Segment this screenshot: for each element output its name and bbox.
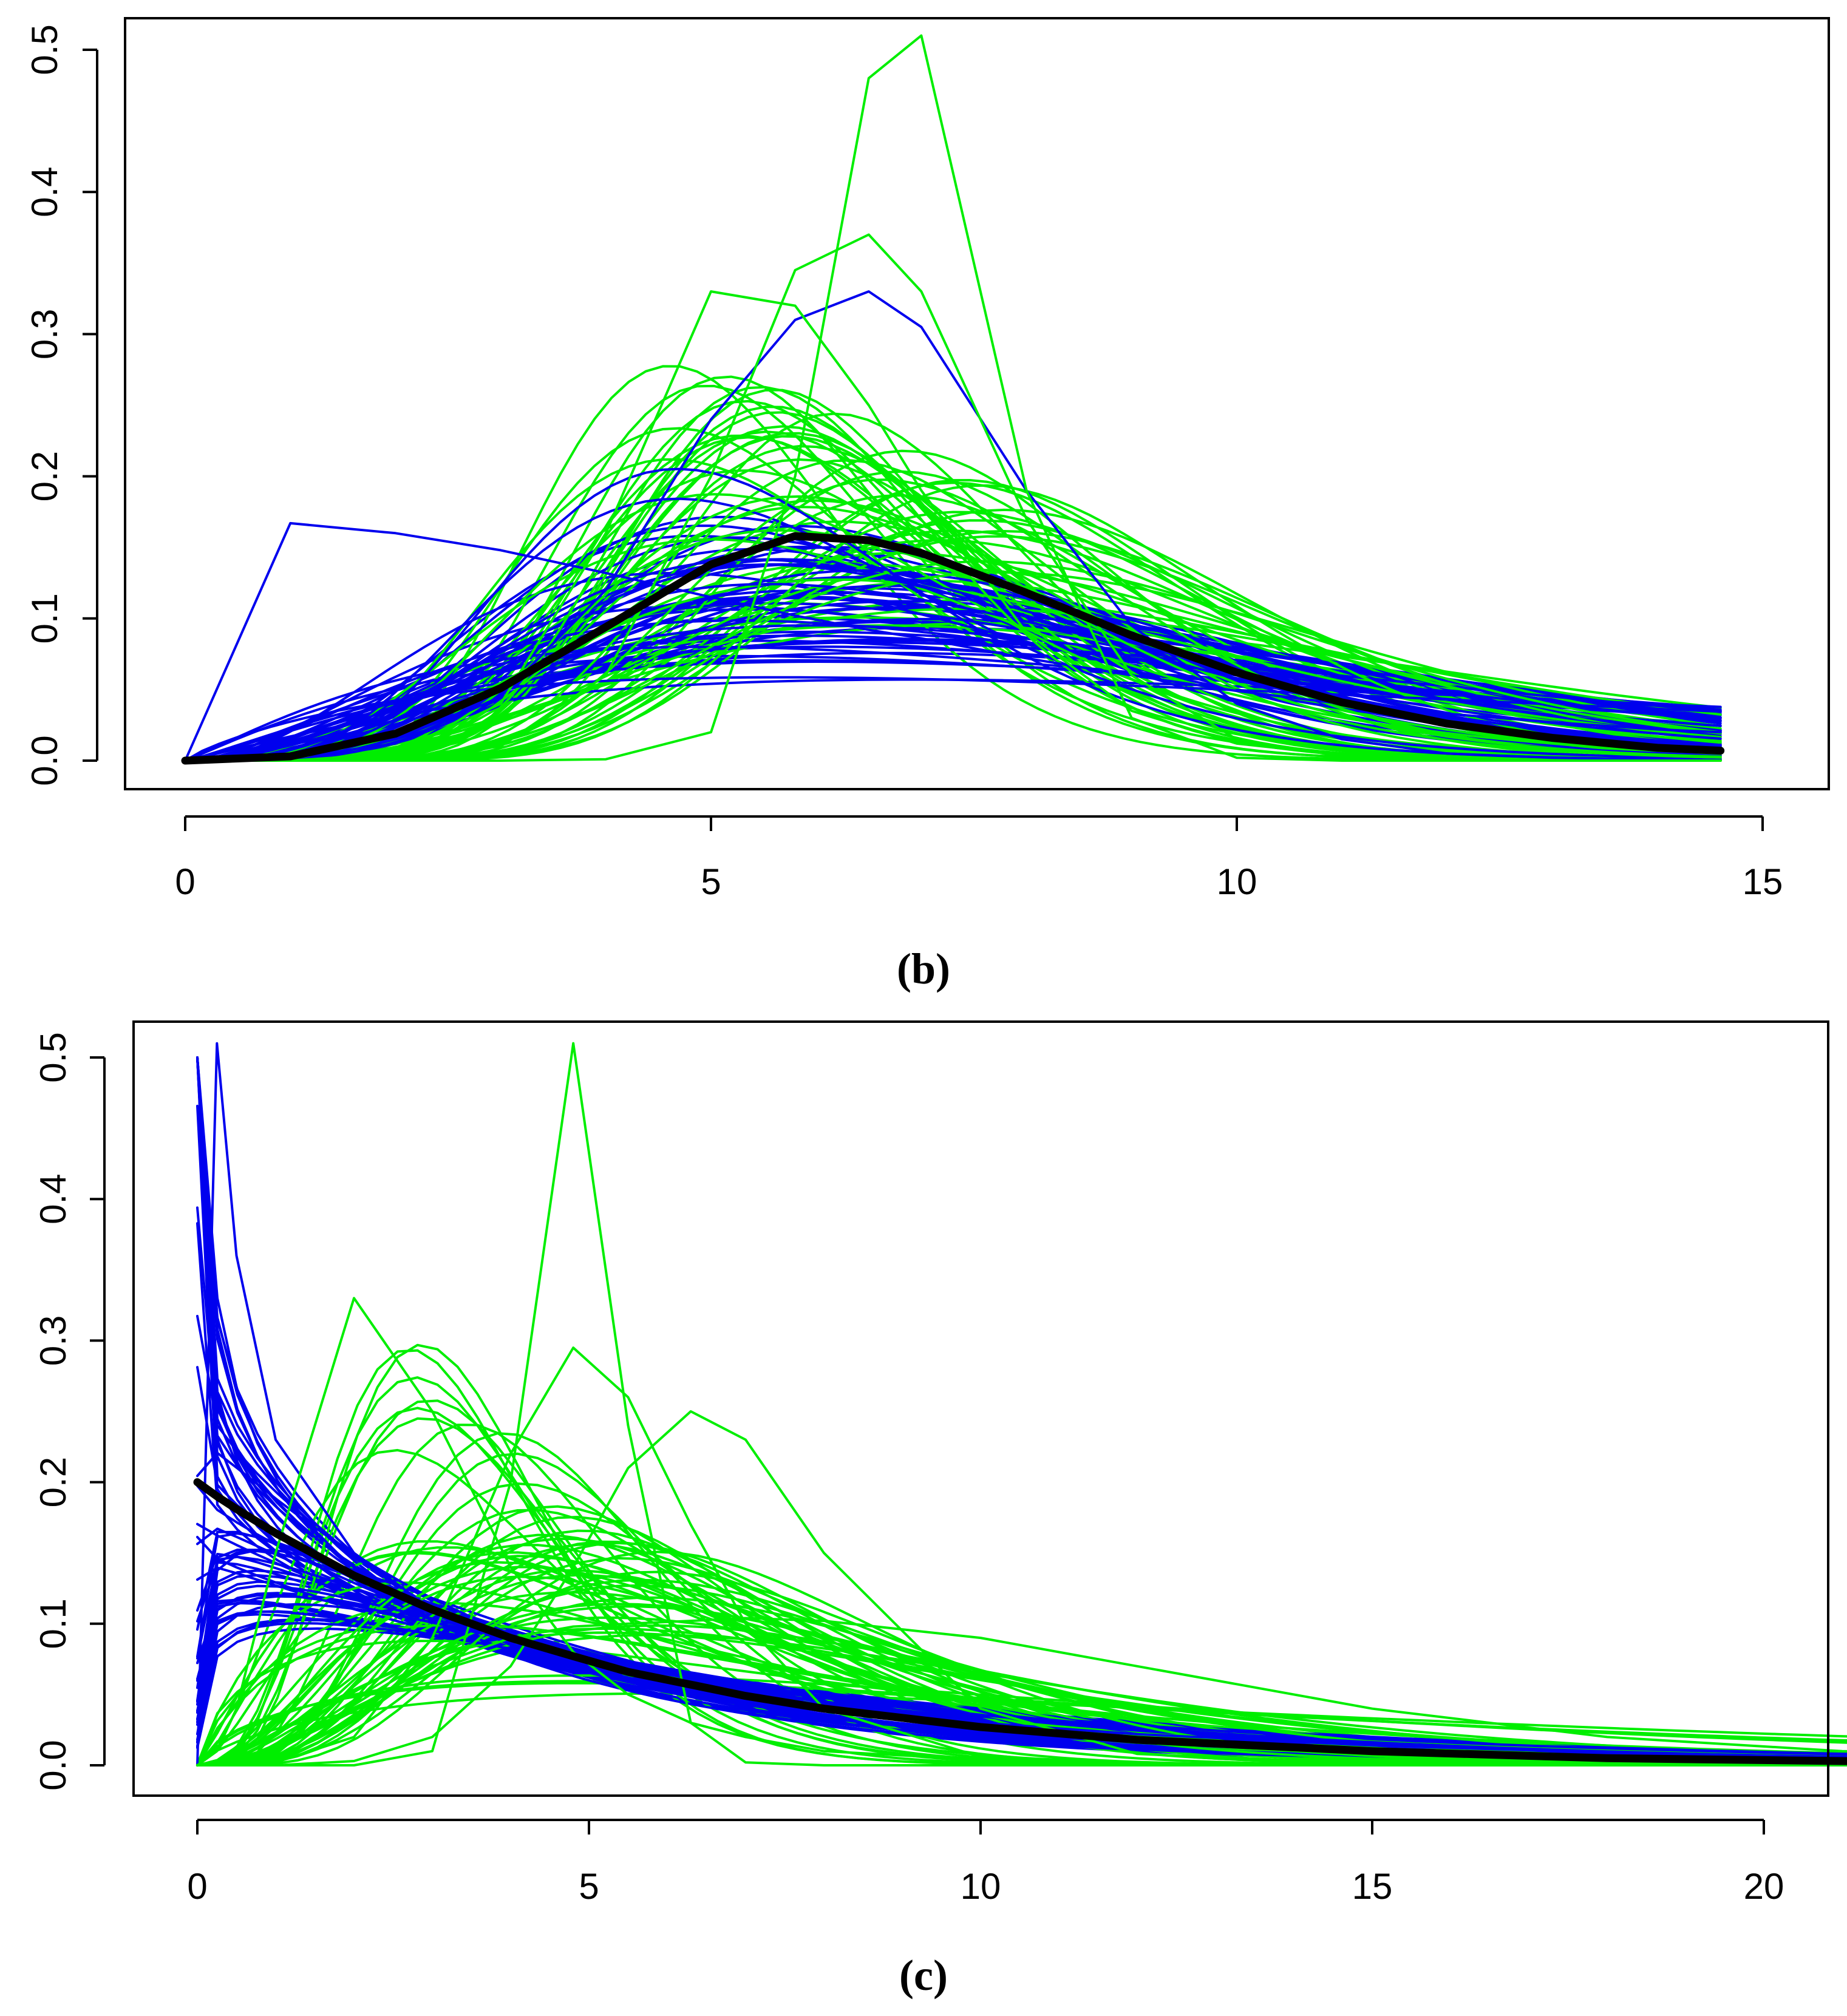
panel-c-series-line-1 [196, 1042, 1847, 1767]
panel-b-x-axis: 0 5 10 15 [175, 815, 1783, 902]
panel-b-y-tick-label: 0.4 [24, 166, 65, 217]
panel-b-y-axis: 0.0 0.1 0.2 0.3 0.4 0.5 [24, 24, 98, 786]
panel-c-estimate-curve [196, 1056, 1847, 1765]
panel-b-estimate-curve [184, 499, 1722, 762]
panel-c-series-line-3 [196, 1297, 1847, 1767]
panel-b-series-line-5 [184, 290, 1722, 762]
panel-c-estimate-curve [196, 1056, 1847, 1763]
panel-b-y-tick-label: 0.5 [24, 24, 65, 75]
panel-c-estimate-curve [196, 1056, 1847, 1764]
panel-b-series [184, 34, 1722, 762]
panel-b-caption: (b) [897, 945, 950, 993]
panel-b-estimate-curve [184, 497, 1722, 762]
panel-c-true-density-line [193, 1478, 1847, 1765]
panel-b-x-tick-label: 5 [701, 861, 721, 902]
panel-b-series-line-1 [184, 521, 1722, 762]
panel-c-estimate-curve [196, 1680, 1847, 1767]
panel-b-y-tick-label: 0.2 [24, 451, 65, 501]
panel-c-estimate-curve [196, 1056, 1847, 1765]
panel-b-estimate-curve [184, 458, 1722, 762]
panel-b-y-tick-label: 0.1 [24, 593, 65, 643]
panel-c-caption: (c) [899, 1951, 948, 2000]
panel-c-y-tick-label: 0.3 [33, 1315, 73, 1366]
panel-c-y-tick-label: 0.5 [33, 1032, 73, 1082]
panel-c-x-axis: 0 5 10 15 20 [187, 1819, 1784, 1907]
panel-b-plot-frame [124, 17, 1830, 790]
panel-c-estimate-curve [196, 1056, 1847, 1764]
panel-b-estimate-curve [184, 676, 1722, 762]
panel-c-series-line-6 [196, 1617, 1847, 1767]
panel-c-y-tick-label: 0.4 [33, 1173, 73, 1224]
panel-c-y-axis: 0.0 0.1 0.2 0.3 0.4 0.5 [33, 1032, 106, 1791]
panel-b-estimate-curve [184, 622, 1722, 762]
panel-c-x-tick-label: 10 [961, 1866, 1001, 1907]
panel-b-x-tick-label: 0 [175, 861, 195, 902]
panel-c-series [196, 1042, 1847, 1767]
panel-c-estimate-curve [196, 1056, 1847, 1765]
panel-b-y-tick-label: 0.0 [24, 735, 65, 786]
panel-c-true-layer [193, 1478, 1847, 1765]
panel-c-estimate-curve [196, 1056, 1847, 1764]
panel-c: 0 5 10 15 20 0.0 0.1 0.2 0.3 0.4 0.5 (c) [33, 1020, 1847, 2000]
panel-c-estimate-curve [196, 1056, 1847, 1763]
panel-c-x-tick-label: 5 [579, 1866, 599, 1907]
panel-b-estimate-curve [184, 495, 1722, 762]
panel-c-series-line-5 [196, 1410, 1847, 1767]
panel-c-estimate-curve [196, 1056, 1847, 1764]
panel-b-series-line-2 [184, 290, 1722, 762]
panel-b-true-density-line [181, 532, 1725, 765]
panel-b-estimate-curve [184, 575, 1722, 762]
panel-b-x-tick-label: 15 [1743, 861, 1783, 902]
panel-c-plot-frame [132, 1020, 1829, 1797]
panel-b: 0 5 10 15 0.0 0.1 0.2 0.3 0.4 0.5 (b) [24, 17, 1830, 993]
panel-c-x-tick-label: 15 [1352, 1866, 1393, 1907]
panel-b-estimate-curve [184, 538, 1722, 762]
panel-b-y-tick-label: 0.3 [24, 309, 65, 359]
panel-c-x-tick-label: 0 [187, 1866, 207, 1907]
panel-c-y-tick-label: 0.2 [33, 1457, 73, 1507]
panel-c-estimate-curve [196, 1056, 1847, 1763]
panel-c-estimate-curve [196, 1056, 1847, 1765]
panel-c-clutter [196, 1056, 1847, 1767]
panel-b-estimate-curve [184, 624, 1722, 762]
panel-c-estimate-curve [196, 1056, 1847, 1765]
panel-c-x-tick-label: 20 [1744, 1866, 1784, 1907]
panel-b-true-layer [181, 532, 1725, 765]
panel-c-y-tick-label: 0.0 [33, 1740, 73, 1790]
panel-c-y-tick-label: 0.1 [33, 1598, 73, 1649]
panel-b-x-tick-label: 10 [1217, 861, 1257, 902]
